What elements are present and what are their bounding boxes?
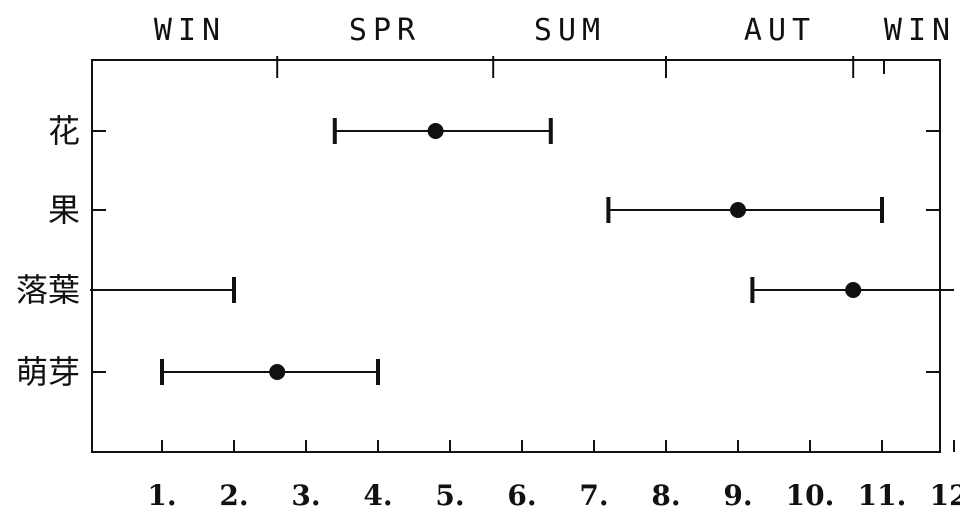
x-tick-label: 11.	[858, 479, 907, 512]
y-tick-label: 果	[48, 191, 80, 229]
season-label: WIN	[154, 13, 226, 48]
y-tick-label: 花	[48, 112, 80, 150]
peak-point	[845, 282, 862, 298]
x-tick-label: 10.	[786, 479, 835, 512]
x-tick-label: 5.	[435, 479, 464, 512]
peak-point	[269, 364, 286, 380]
y-tick-label: 落葉	[16, 271, 80, 309]
x-tick-label: 7.	[579, 479, 608, 512]
x-tick-label: 3.	[291, 479, 320, 512]
x-tick-label: 6.	[507, 479, 536, 512]
season-label: SUM	[534, 13, 606, 48]
season-label: AUT	[744, 13, 816, 48]
plot-frame	[91, 59, 941, 453]
peak-point	[730, 202, 746, 218]
x-tick-label: 8.	[651, 479, 680, 512]
x-tick-label: 9.	[723, 479, 752, 512]
y-tick-label: 萌芽	[16, 353, 80, 391]
x-tick-label: 2.	[219, 479, 248, 512]
peak-point	[427, 123, 444, 139]
season-label: SPR	[349, 13, 421, 48]
x-tick-label: 12.	[930, 479, 960, 512]
x-tick-label: 4.	[363, 479, 392, 512]
x-tick-label: 1.	[147, 479, 176, 512]
season-label: WIN	[884, 13, 956, 48]
